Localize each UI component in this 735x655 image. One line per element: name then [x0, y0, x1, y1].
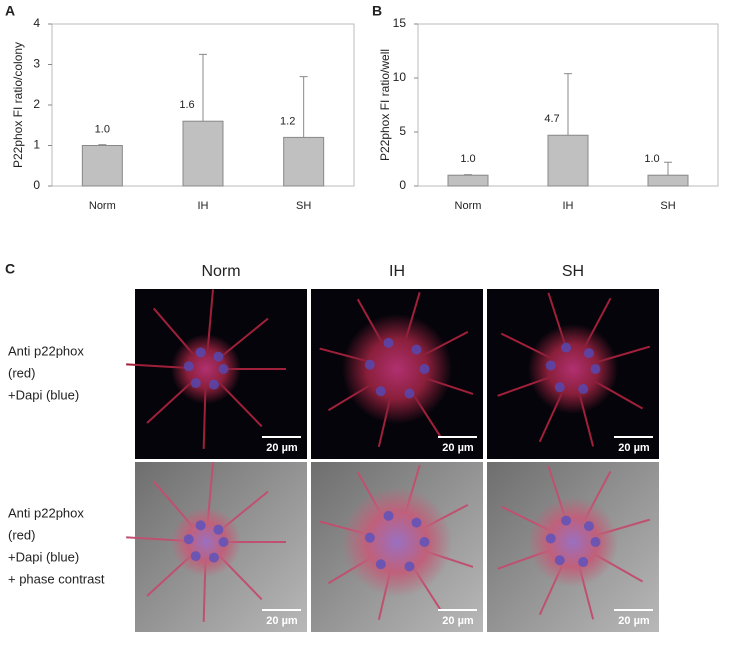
micrograph: 20 µm [311, 289, 483, 459]
nucleus [195, 347, 206, 358]
micrograph: 20 µm [311, 462, 483, 632]
panel-label: C [5, 261, 15, 277]
nucleus [419, 364, 430, 374]
bar [283, 136, 325, 187]
nucleus [208, 552, 219, 563]
row-label: (red) [8, 527, 35, 542]
y-tick-label: 2 [33, 97, 40, 111]
scale-bar-label: 20 µm [618, 615, 650, 627]
panel-label: B [372, 3, 382, 19]
y-tick-label: 3 [33, 57, 40, 71]
y-tick-label: 15 [393, 16, 407, 30]
value-label: 1.0 [460, 153, 475, 165]
bar [182, 120, 224, 187]
scale-bar-label: 20 µm [442, 615, 474, 627]
nucleus [190, 551, 201, 562]
nucleus [195, 520, 206, 531]
cell-cluster [342, 487, 452, 597]
bar [447, 174, 489, 187]
nucleus [561, 515, 572, 526]
y-axis-label: P22phox FI ratio/colony [11, 42, 25, 168]
nucleus [213, 351, 224, 362]
nucleus [583, 521, 594, 532]
nucleus [375, 386, 386, 397]
nucleus [419, 537, 430, 547]
nucleus [578, 557, 589, 568]
y-tick-label: 0 [399, 178, 406, 192]
micrograph: 20 µm [487, 289, 659, 459]
y-tick-label: 0 [33, 178, 40, 192]
y-tick-label: 4 [33, 16, 40, 30]
nucleus [383, 337, 394, 348]
nucleus [404, 388, 415, 399]
micrograph: 20 µm [126, 289, 307, 459]
scale-bar-label: 20 µm [266, 442, 298, 454]
nucleus [561, 342, 572, 353]
column-label: IH [389, 263, 405, 280]
scale-bar-label: 20 µm [266, 615, 298, 627]
row-label: Anti p22phox [8, 505, 84, 520]
row-label: +Dapi (blue) [8, 549, 79, 564]
nucleus [583, 348, 594, 359]
x-tick-label: IH [198, 200, 209, 212]
cell-cluster [528, 497, 618, 587]
nucleus [383, 510, 394, 521]
row-label: Anti p22phox [8, 343, 84, 358]
bar [81, 145, 123, 187]
value-label: 1.0 [644, 153, 659, 165]
nucleus [411, 517, 422, 528]
nucleus [183, 534, 194, 545]
nucleus [218, 537, 229, 547]
micrograph: 20 µm [126, 462, 307, 632]
cell-cluster [171, 334, 241, 404]
x-tick-label: Norm [455, 200, 482, 212]
scale-bar-label: 20 µm [618, 442, 650, 454]
nucleus [364, 532, 375, 543]
x-tick-label: Norm [89, 200, 116, 212]
micrograph: 20 µm [487, 462, 659, 632]
value-label: 1.0 [95, 123, 110, 135]
x-tick-label: SH [296, 200, 311, 212]
nucleus [545, 360, 556, 371]
nucleus [218, 364, 229, 374]
cell-cluster [342, 314, 452, 424]
cell-cluster [528, 324, 618, 414]
nucleus [554, 382, 565, 393]
nucleus [364, 359, 375, 370]
nucleus [375, 559, 386, 570]
value-label: 4.7 [544, 113, 559, 125]
nucleus [411, 344, 422, 355]
panel-label: A [5, 3, 15, 19]
y-tick-label: 5 [399, 124, 406, 138]
nucleus [578, 384, 589, 395]
y-tick-label: 1 [33, 138, 40, 152]
value-label: 1.2 [280, 115, 295, 127]
column-label: Norm [201, 263, 240, 280]
value-label: 1.6 [179, 99, 194, 111]
y-axis-label: P22phox FI ratio/well [378, 49, 392, 161]
scale-bar-label: 20 µm [442, 442, 474, 454]
row-label: +Dapi (blue) [8, 387, 79, 402]
nucleus [545, 533, 556, 544]
nucleus [404, 561, 415, 572]
bar [547, 134, 589, 187]
nucleus [554, 555, 565, 566]
row-label: (red) [8, 365, 35, 380]
nucleus [183, 361, 194, 372]
row-label: + phase contrast [8, 571, 105, 586]
column-label: SH [562, 263, 584, 280]
y-tick-label: 10 [393, 70, 407, 84]
x-tick-label: SH [660, 200, 675, 212]
nucleus [590, 364, 601, 374]
nucleus [590, 537, 601, 547]
nucleus [208, 379, 219, 390]
nucleus [213, 524, 224, 535]
x-tick-label: IH [563, 200, 574, 212]
bar [647, 174, 689, 187]
nucleus [190, 378, 201, 389]
cell-cluster [171, 507, 241, 577]
